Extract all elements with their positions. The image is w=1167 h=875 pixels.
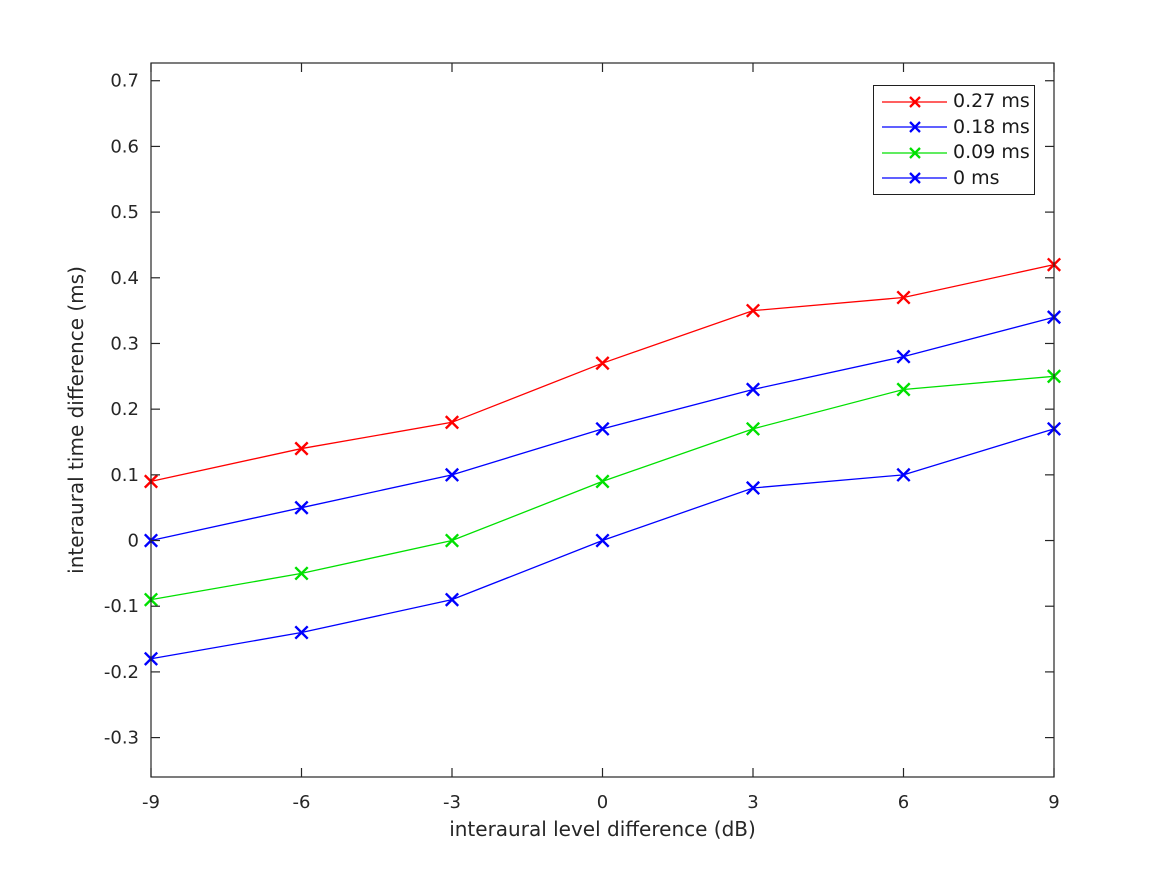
y-tick-label: 0.1 <box>110 465 139 486</box>
legend-label: 0.27 ms <box>953 90 1030 113</box>
x-marker-icon <box>595 421 610 436</box>
y-tick-label: -0.2 <box>104 662 139 683</box>
series-0-ms <box>143 421 1062 666</box>
y-tick-label: -0.3 <box>104 728 139 749</box>
y-tick-label: 0.6 <box>110 136 139 157</box>
series-0.27-ms <box>143 257 1062 489</box>
x-marker-icon <box>444 533 460 548</box>
x-marker-icon <box>444 415 460 430</box>
x-tick-label: -3 <box>443 792 461 813</box>
legend: 0.27 ms 0.18 ms 0.09 ms 0 ms <box>873 85 1035 195</box>
y-axis-label: interaural time difference (ms) <box>64 266 88 574</box>
axis-ticks <box>150 63 1055 777</box>
x-marker-icon <box>294 500 309 515</box>
x-marker-icon <box>595 474 610 489</box>
legend-line-marker-icon <box>882 146 947 159</box>
y-tick-label: 0.4 <box>110 268 139 289</box>
x-marker-icon <box>896 467 911 482</box>
x-marker-icon <box>745 480 761 496</box>
x-tick-label: 9 <box>1048 792 1059 813</box>
x-marker-icon <box>896 382 911 397</box>
legend-line-marker-icon <box>882 172 947 184</box>
y-tick-label: 0.2 <box>110 399 139 420</box>
x-marker-icon <box>294 441 309 456</box>
legend-item: 0.18 ms <box>874 115 1034 138</box>
x-marker-icon <box>595 356 610 371</box>
legend-line-marker-icon <box>882 96 947 108</box>
legend-label: 0.09 ms <box>953 141 1030 164</box>
x-tick-label: -6 <box>293 792 311 813</box>
x-marker-icon <box>745 303 761 318</box>
series-0.18-ms <box>143 310 1062 548</box>
y-tick-label: -0.1 <box>104 596 139 617</box>
x-marker-icon <box>294 625 309 640</box>
x-marker-icon <box>745 421 761 436</box>
x-marker-icon <box>294 566 309 581</box>
x-tick-label: 6 <box>898 792 909 813</box>
y-tick-label: 0.7 <box>110 71 139 92</box>
x-marker-icon <box>444 467 460 482</box>
x-tick-labels: -9 -6 -3 0 3 6 9 <box>142 792 1060 813</box>
y-tick-label: 0.5 <box>110 202 139 223</box>
x-marker-icon <box>896 290 911 305</box>
x-tick-label: 3 <box>747 792 758 813</box>
x-marker-icon <box>745 382 761 397</box>
series-0.09-ms <box>143 369 1062 607</box>
legend-label: 0 ms <box>953 166 1000 189</box>
x-tick-label: -9 <box>142 792 160 813</box>
legend-item: 0.09 ms <box>874 143 1034 162</box>
x-marker-icon <box>444 592 460 607</box>
x-marker-icon <box>896 349 911 364</box>
legend-item: 0 ms <box>874 166 1034 189</box>
y-tick-label: 0 <box>128 531 139 552</box>
x-axis-label: interaural level difference (dB) <box>449 817 756 841</box>
x-marker-icon <box>595 533 610 548</box>
legend-label: 0.18 ms <box>953 115 1030 138</box>
legend-item: 0.27 ms <box>874 92 1034 111</box>
y-tick-label: 0.3 <box>110 333 139 354</box>
x-tick-label: 0 <box>597 792 608 813</box>
y-tick-labels: -0.3 -0.2 -0.1 0 0.1 0.2 0.3 0.4 0.5 0.6 0.7 <box>104 71 139 749</box>
legend-line-marker-icon <box>882 121 947 134</box>
